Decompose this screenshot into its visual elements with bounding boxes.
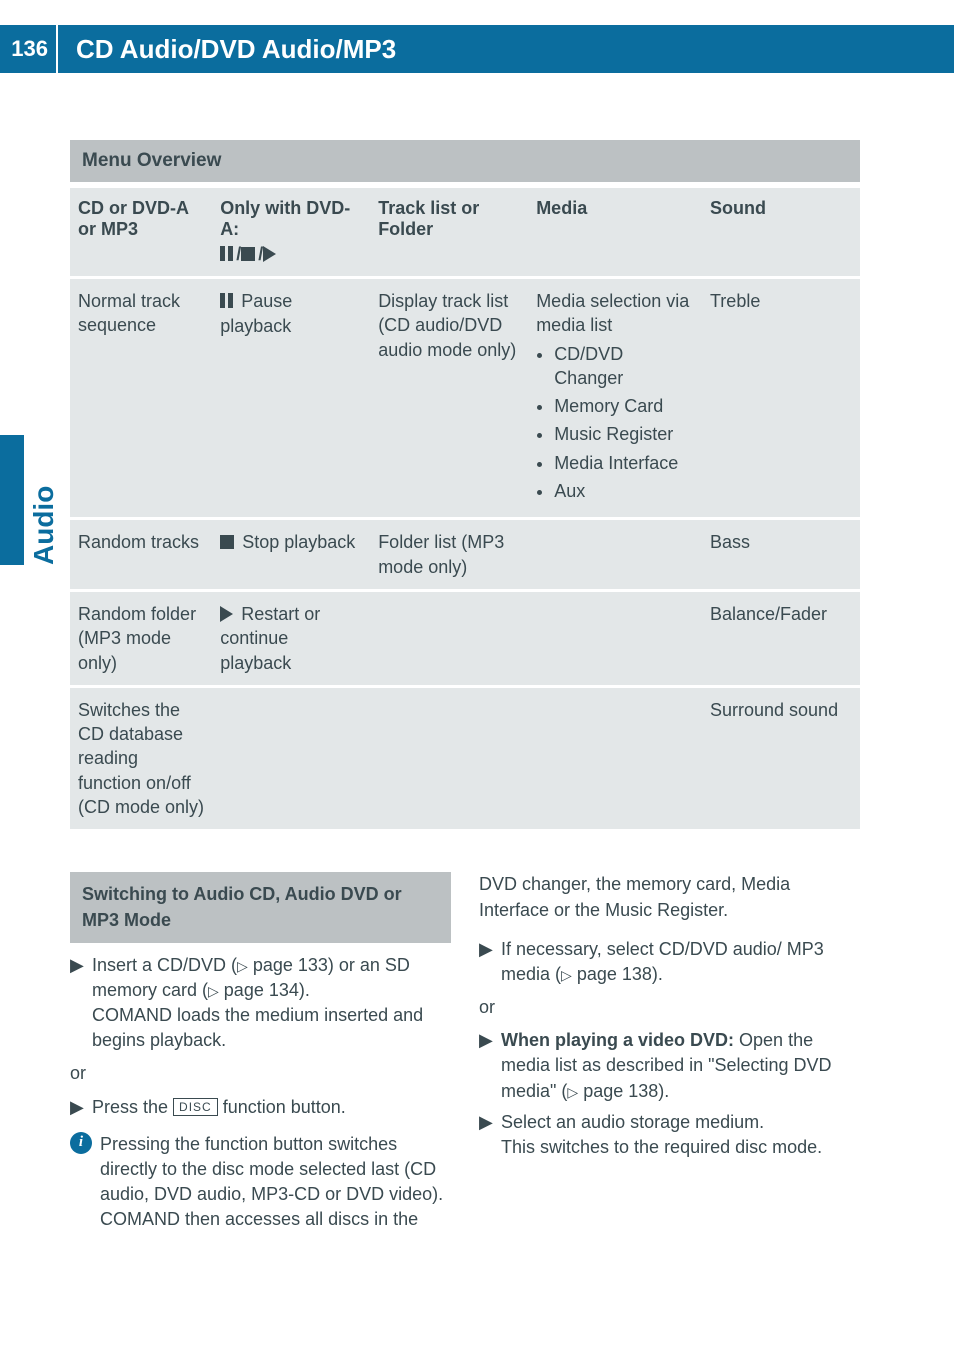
table-row: Normal track sequence Pause playback Dis… bbox=[70, 278, 860, 519]
table-row: Random folder (MP3 mode only) Restart or… bbox=[70, 590, 860, 686]
col-header-4: Media bbox=[528, 188, 702, 278]
cell: Random tracks bbox=[70, 519, 212, 591]
cell bbox=[528, 590, 702, 686]
table-header-row: CD or DVD-A or MP3 Only with DVD-A: // T… bbox=[70, 188, 860, 278]
cell: Random folder (MP3 mode only) bbox=[70, 590, 212, 686]
instruction-step: ▶ When playing a video DVD: Open the med… bbox=[479, 1028, 860, 1104]
step-marker-icon: ▶ bbox=[479, 937, 501, 987]
col-header-1: CD or DVD-A or MP3 bbox=[70, 188, 212, 278]
cell bbox=[528, 686, 702, 830]
cell: Balance/Fader bbox=[702, 590, 860, 686]
col-header-5: Sound bbox=[702, 188, 860, 278]
cell: Switches the CD database reading functio… bbox=[70, 686, 212, 830]
cell: Display track list (CD audio/DVD audio m… bbox=[370, 278, 528, 519]
page-ref-icon: ▷ bbox=[567, 1084, 578, 1100]
instruction-step: ▶ Insert a CD/DVD (▷ page 133) or an SD … bbox=[70, 953, 451, 1054]
list-item: Music Register bbox=[554, 422, 694, 446]
instruction-step: ▶ If necessary, select CD/DVD audio/ MP3… bbox=[479, 937, 860, 987]
col-header-2: Only with DVD-A: // bbox=[212, 188, 370, 278]
cell bbox=[528, 519, 702, 591]
cell: Stop playback bbox=[212, 519, 370, 591]
stop-icon bbox=[220, 535, 234, 549]
page-number: 136 bbox=[0, 25, 58, 73]
instruction-step: ▶ Press the DISC function button. bbox=[70, 1095, 451, 1120]
right-column: DVD changer, the memory card, Media Inte… bbox=[479, 872, 860, 1238]
play-icon bbox=[220, 606, 233, 622]
step-marker-icon: ▶ bbox=[479, 1028, 501, 1104]
cell bbox=[370, 590, 528, 686]
continuation-text: DVD changer, the memory card, Media Inte… bbox=[479, 872, 860, 922]
side-tab bbox=[0, 435, 24, 565]
play-icon bbox=[263, 246, 276, 262]
or-separator: or bbox=[479, 995, 860, 1020]
or-separator: or bbox=[70, 1061, 451, 1086]
step-marker-icon: ▶ bbox=[70, 953, 92, 1054]
list-item: CD/DVD Changer bbox=[554, 342, 694, 391]
pause-icon bbox=[220, 290, 236, 314]
cell: Treble bbox=[702, 278, 860, 519]
cell: Folder list (MP3 mode only) bbox=[370, 519, 528, 591]
cell: Restart or continue playback bbox=[212, 590, 370, 686]
header-title: CD Audio/DVD Audio/MP3 bbox=[58, 34, 396, 65]
subsection-heading: Switching to Audio CD, Audio DVD or MP3 … bbox=[70, 872, 451, 942]
cell: Normal track sequence bbox=[70, 278, 212, 519]
col-header-3: Track list or Folder bbox=[370, 188, 528, 278]
table-row: Switches the CD database reading functio… bbox=[70, 686, 860, 830]
menu-overview-table: CD or DVD-A or MP3 Only with DVD-A: // T… bbox=[70, 188, 860, 832]
stop-icon bbox=[241, 247, 255, 261]
list-item: Aux bbox=[554, 479, 694, 503]
cell: Pause playback bbox=[212, 278, 370, 519]
menu-overview-heading: Menu Overview bbox=[70, 140, 860, 182]
cell bbox=[370, 686, 528, 830]
info-note: i Pressing the function button switches … bbox=[70, 1132, 451, 1233]
table-row: Random tracks Stop playback Folder list … bbox=[70, 519, 860, 591]
dvd-control-icons: // bbox=[220, 244, 362, 266]
cell: Surround sound bbox=[702, 686, 860, 830]
page-ref-icon: ▷ bbox=[208, 983, 219, 999]
list-item: Memory Card bbox=[554, 394, 694, 418]
list-item: Media Interface bbox=[554, 451, 694, 475]
step-marker-icon: ▶ bbox=[479, 1110, 501, 1160]
pause-icon bbox=[220, 245, 236, 266]
page-ref-icon: ▷ bbox=[561, 967, 572, 983]
page-ref-icon: ▷ bbox=[237, 958, 248, 974]
info-icon: i bbox=[70, 1132, 92, 1154]
side-section-label: Audio bbox=[28, 486, 60, 565]
left-column: Switching to Audio CD, Audio DVD or MP3 … bbox=[70, 872, 451, 1238]
cell: Bass bbox=[702, 519, 860, 591]
cell: Media selection via media list CD/DVD Ch… bbox=[528, 278, 702, 519]
cell bbox=[212, 686, 370, 830]
page-header: 136 CD Audio/DVD Audio/MP3 bbox=[0, 25, 954, 73]
step-marker-icon: ▶ bbox=[70, 1095, 92, 1120]
media-list: CD/DVD Changer Memory Card Music Registe… bbox=[536, 342, 694, 504]
disc-button-key: DISC bbox=[173, 1098, 218, 1117]
instruction-step: ▶ Select an audio storage medium. This s… bbox=[479, 1110, 860, 1160]
